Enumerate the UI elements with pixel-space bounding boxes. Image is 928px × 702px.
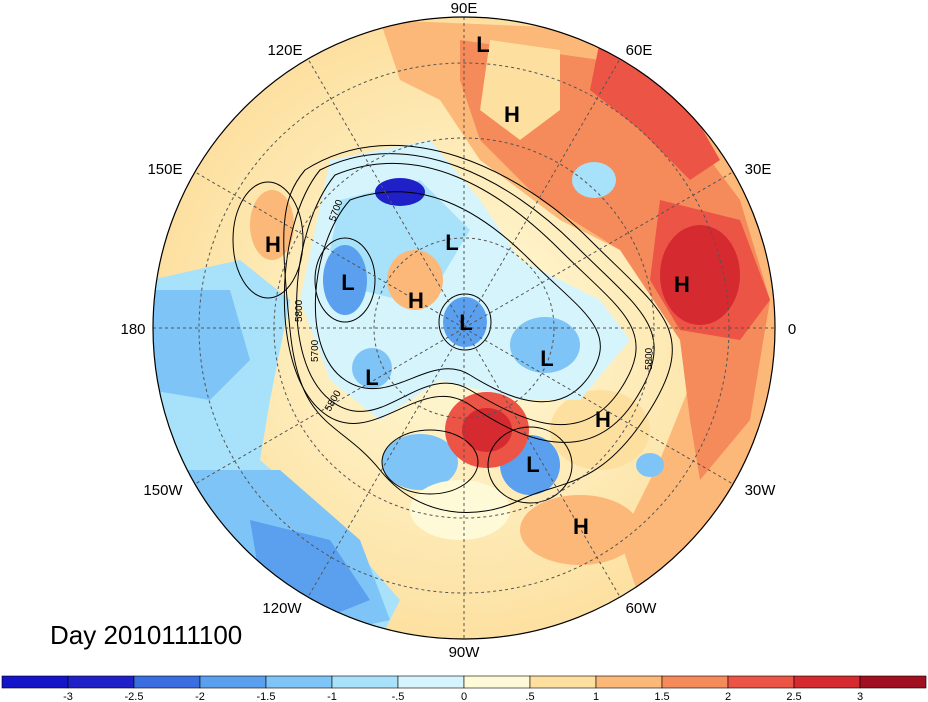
colorbar-tick-label: -.5 xyxy=(392,691,405,702)
graticule xyxy=(153,17,775,639)
colorbar-tick-label: -1 xyxy=(327,691,337,702)
colorbar-tick-label: 2 xyxy=(725,691,731,702)
contour-label: 5800 xyxy=(644,347,655,370)
colorbar-swatch xyxy=(661,675,729,689)
colorbar-swatch xyxy=(331,675,399,689)
low-center: L xyxy=(341,270,354,295)
low-center: L xyxy=(365,365,378,390)
lon-label-0: 0 xyxy=(788,321,796,338)
colorbar-swatch xyxy=(265,675,333,689)
contour-label: 5800 xyxy=(294,299,305,322)
high-center: H xyxy=(573,514,589,539)
lon-label-90w: 90W xyxy=(449,644,481,661)
colorbar-swatch xyxy=(793,675,861,689)
colorbar-swatch xyxy=(529,675,597,689)
colorbar-swatch xyxy=(133,675,201,689)
colorbar-tick-label: 1.5 xyxy=(654,691,669,702)
lon-label-30w: 30W xyxy=(745,482,777,499)
contour-label: 5700 xyxy=(310,339,321,362)
low-center: L xyxy=(526,452,539,477)
colorbar-tick-label: -3 xyxy=(63,691,73,702)
pressure-centers: L H H L L H H L L L H L H xyxy=(265,32,690,539)
high-center: H xyxy=(408,288,424,313)
colorbar-tick-label: -1.5 xyxy=(257,691,276,702)
low-center: L xyxy=(459,310,472,335)
colorbar-swatch xyxy=(727,675,795,689)
low-center: L xyxy=(540,346,553,371)
lon-label-150e: 150E xyxy=(147,161,182,178)
colorbar-tick-label: 2.5 xyxy=(786,691,801,702)
lon-label-120e: 120E xyxy=(267,42,302,59)
longitude-labels: 90E 60E 30E 0 30W 60W 90W 120W 150W 180 … xyxy=(120,0,796,661)
high-center: H xyxy=(595,407,611,432)
lon-label-150w: 150W xyxy=(143,482,183,499)
colorbar-swatch xyxy=(397,675,465,689)
day-title: Day 2010111100 xyxy=(50,620,243,650)
lon-label-60w: 60W xyxy=(626,600,658,617)
low-center: L xyxy=(445,230,458,255)
lon-label-120w: 120W xyxy=(262,600,302,617)
lon-label-90e: 90E xyxy=(451,0,478,17)
colorbar-tick-label: -2.5 xyxy=(125,691,144,702)
height-contours xyxy=(232,145,673,513)
high-center: H xyxy=(504,102,520,127)
colorbar-tick-label: -2 xyxy=(195,691,205,702)
colorbar-swatch xyxy=(1,675,69,689)
colorbar-swatch xyxy=(595,675,663,689)
low-center: L xyxy=(476,32,489,57)
colorbar: -3 -2.5 -2 -1.5 -1 -.5 0 .5 1 1.5 2 2.5 3 xyxy=(1,675,927,702)
colorbar-swatch xyxy=(67,675,135,689)
colorbar-tick-label: 3 xyxy=(857,691,863,702)
lon-label-180: 180 xyxy=(120,321,145,338)
high-center: H xyxy=(674,272,690,297)
lon-label-60e: 60E xyxy=(626,42,653,59)
colorbar-tick-label: .5 xyxy=(525,691,534,702)
high-center: H xyxy=(265,232,281,257)
colorbar-tick-label: 0 xyxy=(461,691,467,702)
colorbar-tick-label: 1 xyxy=(593,691,599,702)
map-boundary xyxy=(152,16,776,640)
colorbar-swatch xyxy=(859,675,927,689)
colorbar-swatch xyxy=(199,675,267,689)
polar-map: 90E 60E 30E 0 30W 60W 90W 120W 150W 180 … xyxy=(120,0,796,661)
colorbar-swatch xyxy=(463,675,531,689)
lon-label-30e: 30E xyxy=(745,161,772,178)
